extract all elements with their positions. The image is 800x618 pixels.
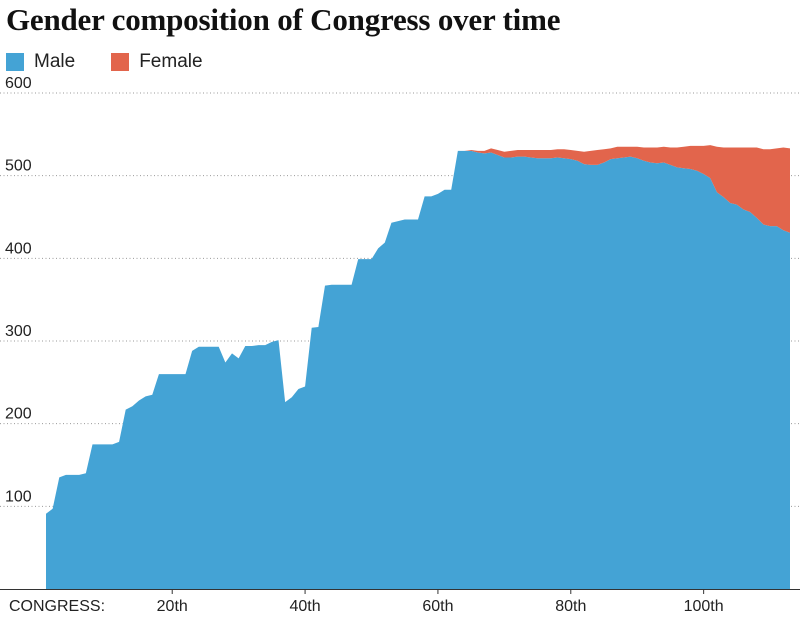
area-series xyxy=(46,145,790,589)
y-tick-label: 100 xyxy=(5,488,32,505)
legend-item-female: Female xyxy=(111,51,203,73)
legend: Male Female xyxy=(6,51,239,73)
x-tick-label: 40th xyxy=(290,598,321,615)
y-tick-label: 300 xyxy=(5,323,32,340)
chart-title: Gender composition of Congress over time xyxy=(6,2,561,37)
y-tick-label: 400 xyxy=(5,240,32,257)
axes: 100 200 300 400 500 600 CONGRESS: 20th 40th 60th 8… xyxy=(0,75,800,615)
legend-swatch-male xyxy=(6,53,24,71)
x-tick-label: 100th xyxy=(684,598,724,615)
legend-swatch-female xyxy=(111,53,130,71)
y-tick-label: 600 xyxy=(5,75,32,92)
y-tick-label: 200 xyxy=(5,406,32,423)
x-tick-label: 80th xyxy=(555,598,586,615)
x-tick-label: 20th xyxy=(157,598,188,615)
x-tick-label: 60th xyxy=(422,598,453,615)
legend-item-male: Male xyxy=(6,51,75,73)
y-tick-label: 500 xyxy=(5,158,32,175)
legend-label-female: Female xyxy=(139,51,203,72)
legend-label-male: Male xyxy=(34,51,76,72)
x-axis-prefix-label: CONGRESS: xyxy=(9,598,105,615)
area-female xyxy=(46,145,790,514)
area-male xyxy=(46,150,790,589)
